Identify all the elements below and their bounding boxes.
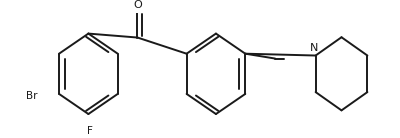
Text: O: O [133,0,142,10]
Text: N: N [310,43,318,53]
Text: Br: Br [26,91,37,101]
Text: F: F [88,126,93,136]
